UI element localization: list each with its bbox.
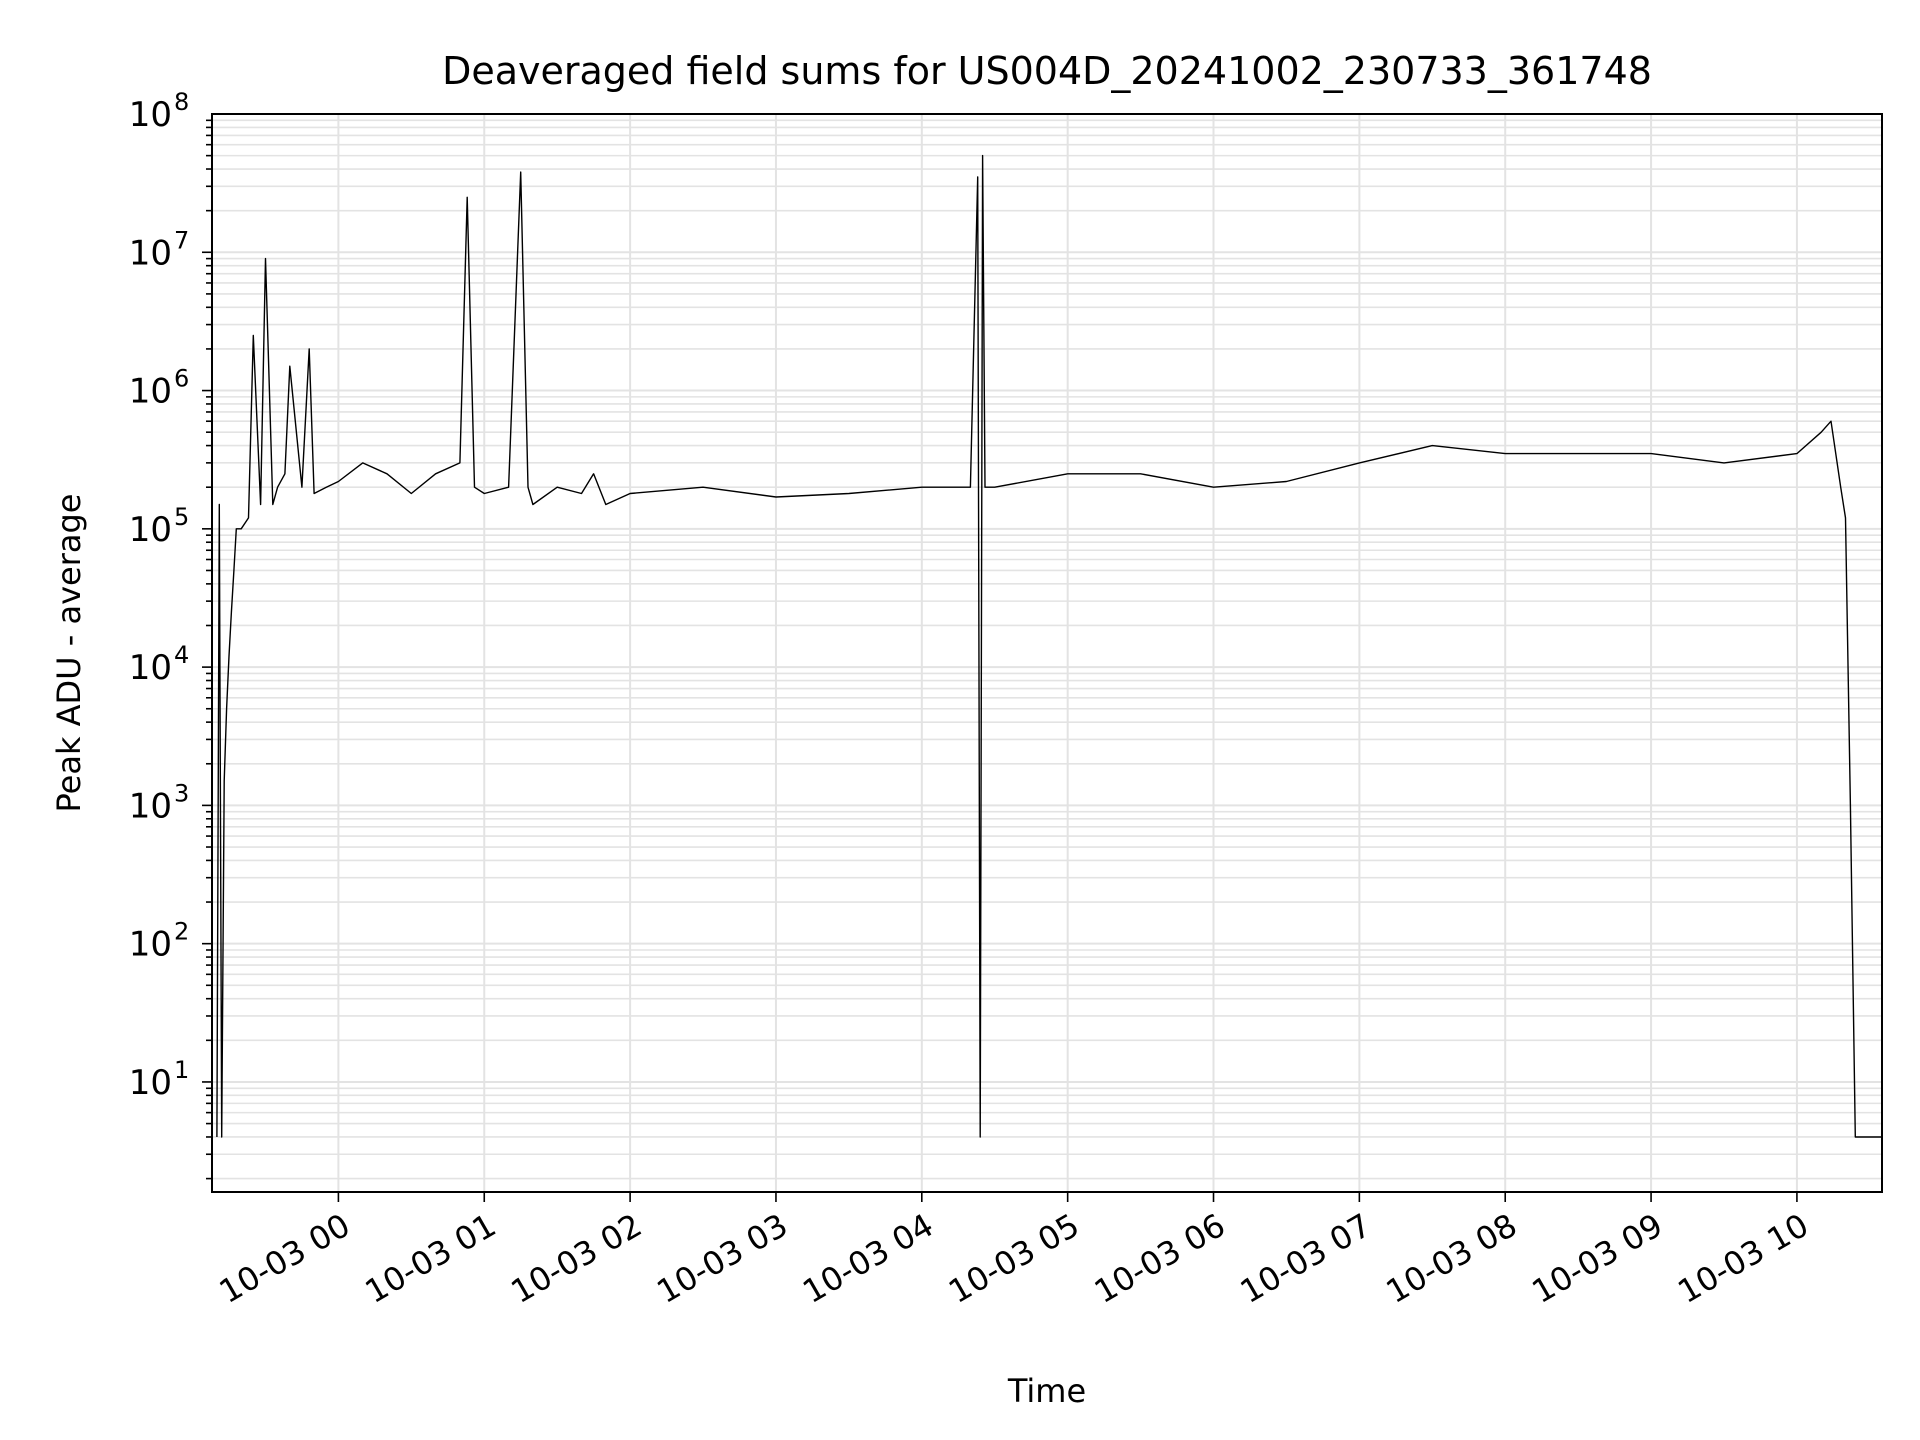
plot-area-frame [211,113,1883,1193]
x-axis-label: Time [1007,1372,1086,1410]
y-tick-label-exponent: 8 [174,88,189,116]
y-tick-label: 10 [129,233,172,273]
y-tick-label: 10 [129,786,172,826]
series-line [216,154,1882,1138]
y-axis-label: Peak ADU - average [50,494,88,813]
y-tick-label-exponent: 4 [174,641,189,669]
y-tick-label: 10 [129,648,172,688]
y-tick-label: 10 [129,510,172,550]
y-tick-label: 10 [129,925,172,965]
y-tick-label: 10 [129,1063,172,1103]
y-tick-label-exponent: 7 [174,226,189,254]
y-tick-label-exponent: 5 [174,503,189,531]
y-tick-label-exponent: 2 [174,918,189,946]
y-tick-label: 10 [129,372,172,412]
chart-title: Deaveraged field sums for US004D_2024100… [442,49,1652,93]
y-tick-label-exponent: 1 [174,1056,189,1084]
y-tick-label-exponent: 6 [174,365,189,393]
y-tick-label-exponent: 3 [174,779,189,807]
series-layer [216,154,1882,1138]
y-tick-label: 10 [129,95,172,135]
